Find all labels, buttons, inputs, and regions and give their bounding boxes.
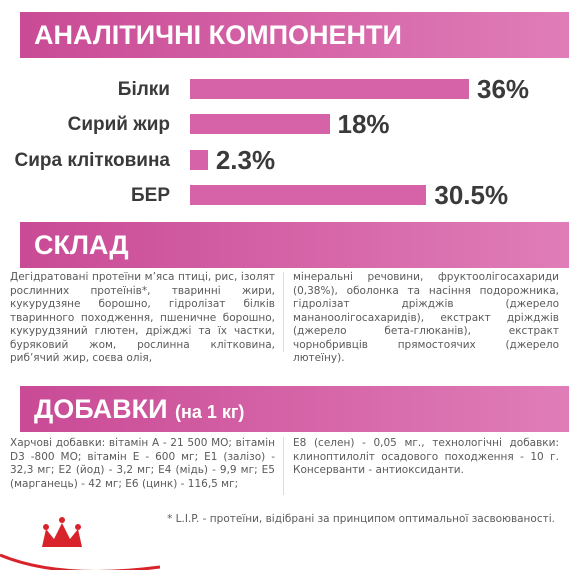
bar	[190, 114, 330, 134]
banner-analysis: АНАЛІТИЧНІ КОМПОНЕНТИ	[20, 12, 569, 58]
footnote: * L.I.P. - протеїни, відібрані за принци…	[167, 513, 555, 525]
value-label: 18%	[337, 109, 390, 139]
value-label: 30.5%	[434, 180, 509, 210]
separator	[283, 437, 284, 495]
banner-title: ДОБАВКИ	[34, 394, 168, 424]
text-column: мінеральні речовини, фруктоолігосахариди…	[293, 271, 559, 364]
bar	[190, 150, 208, 170]
separator	[283, 272, 284, 352]
category-label: Білки	[117, 78, 170, 100]
logo	[0, 517, 160, 570]
category-label: БЕР	[130, 184, 170, 206]
banner-composition: СКЛАД	[20, 222, 569, 268]
value-label: 2.3%	[215, 145, 276, 175]
banner-note: (на 1 кг)	[175, 402, 245, 422]
text-column: Е8 (селен) - 0,05 мг., технологічні доба…	[293, 437, 559, 476]
text-column: Дегідратовані протеїни м’яса птиці, рис,…	[10, 271, 275, 364]
category-label: Сира клітковина	[14, 149, 170, 171]
bar	[190, 185, 427, 205]
banner-title: АНАЛІТИЧНІ КОМПОНЕНТИ	[34, 20, 402, 50]
text-column: Харчові добавки: вітамін А - 21 500 МО; …	[10, 437, 275, 490]
value-label: 36%	[477, 74, 530, 104]
banner-additives: ДОБАВКИ (на 1 кг)	[20, 386, 569, 432]
banner-title: СКЛАД	[34, 230, 129, 260]
bar	[190, 79, 469, 99]
category-label: Сирий жир	[67, 113, 170, 135]
